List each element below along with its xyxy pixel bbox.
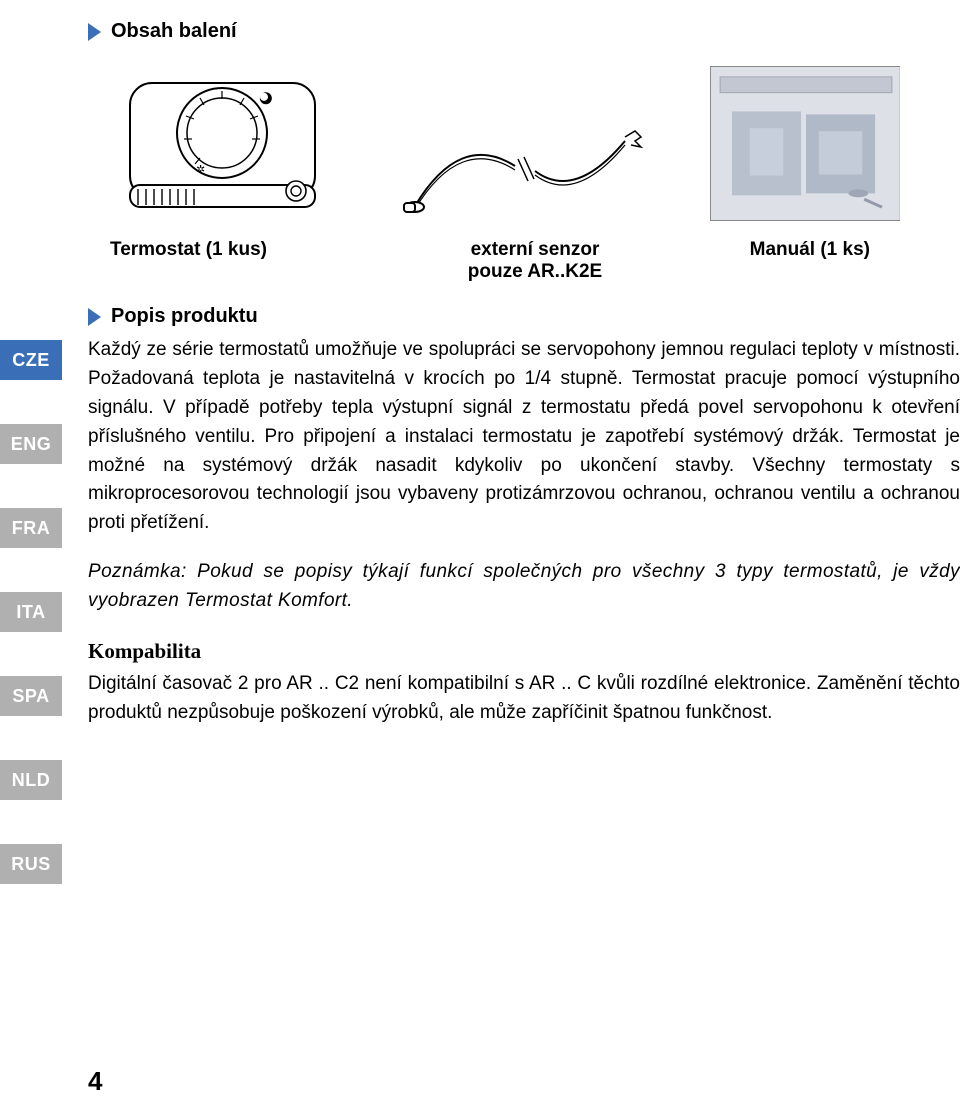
heading-kompabilita: Kompabilita [88, 636, 960, 668]
svg-text:✲: ✲ [196, 164, 205, 176]
heading-obsah: Obsah balení [111, 20, 237, 43]
section-popis: Popis produktu [88, 305, 960, 328]
caption-sensor-l2: pouze AR..K2E [380, 261, 690, 283]
caption-manual: Manuál (1 ks) [690, 239, 900, 283]
images-row: ✲ [110, 61, 900, 221]
thermostat-image: ✲ [110, 61, 340, 221]
sensor-image [400, 111, 650, 221]
arrow-icon [88, 23, 101, 41]
paragraph-kompabilita: Digitální časovač 2 pro AR .. C2 není ko… [88, 670, 960, 728]
lang-tab-cze[interactable]: CZE [0, 340, 62, 380]
paragraph-main: Každý ze série termostatů umožňuje ve sp… [88, 336, 960, 538]
language-tabs: CZE ENG FRA ITA SPA NLD RUS [0, 340, 62, 928]
caption-sensor-l1: externí senzor [471, 239, 600, 260]
page-number: 4 [88, 1066, 102, 1097]
heading-popis: Popis produktu [111, 305, 258, 328]
caption-sensor: externí senzor pouze AR..K2E [380, 239, 690, 283]
lang-tab-fra[interactable]: FRA [0, 508, 62, 548]
caption-thermostat: Termostat (1 kus) [110, 239, 380, 283]
arrow-icon [88, 308, 101, 326]
lang-tab-spa[interactable]: SPA [0, 676, 62, 716]
lang-tab-eng[interactable]: ENG [0, 424, 62, 464]
body-text: Každý ze série termostatů umožňuje ve sp… [88, 336, 960, 728]
section-obsah: Obsah balení [88, 20, 960, 43]
paragraph-note: Poznámka: Pokud se popisy týkají funkcí … [88, 558, 960, 616]
captions-row: Termostat (1 kus) externí senzor pouze A… [110, 239, 900, 283]
manual-image [710, 66, 900, 221]
lang-tab-ita[interactable]: ITA [0, 592, 62, 632]
lang-tab-nld[interactable]: NLD [0, 760, 62, 800]
lang-tab-rus[interactable]: RUS [0, 844, 62, 884]
